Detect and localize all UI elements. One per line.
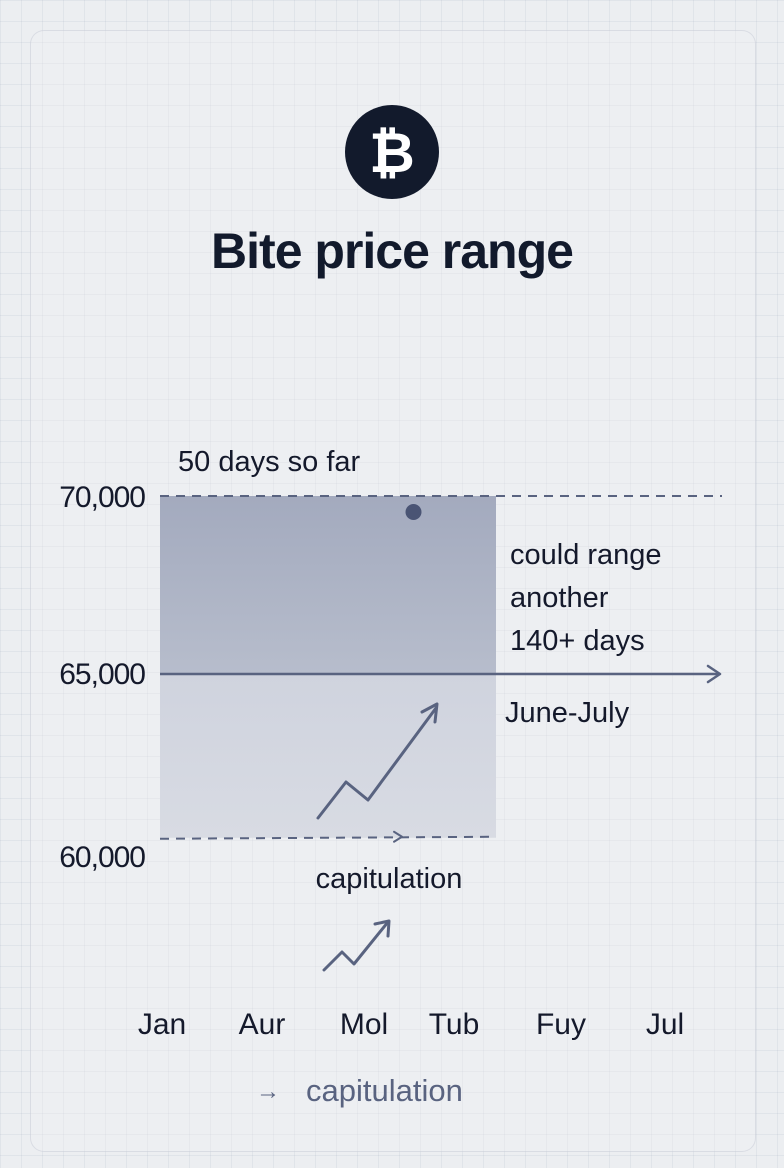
x-tick-label: Mol bbox=[340, 1008, 388, 1041]
x-tick-label: Jul bbox=[646, 1008, 684, 1041]
x-tick-label: Jan bbox=[138, 1008, 186, 1041]
trend-up-arrowhead bbox=[420, 702, 439, 724]
timing-label: June-July bbox=[505, 697, 630, 729]
range-bottom-arrowhead bbox=[393, 830, 403, 843]
projection-line-3: 140+ days bbox=[510, 625, 645, 657]
trend-up-arrow-icon bbox=[316, 706, 438, 820]
projection-line-1: could range bbox=[510, 539, 662, 571]
footer-arrow-icon: → bbox=[256, 1078, 280, 1105]
midline-arrowhead bbox=[706, 664, 722, 684]
y-tick-label-60000: 60,000 bbox=[59, 841, 145, 874]
y-tick-label-65000: 65,000 bbox=[59, 658, 145, 691]
x-tick-label: Aur bbox=[239, 1008, 286, 1041]
small-trend-arrowhead bbox=[373, 919, 391, 938]
y-tick-label-70000: 70,000 bbox=[59, 481, 145, 514]
range-bottom-line bbox=[159, 835, 497, 840]
bitcoin-glyph: ₿ bbox=[369, 120, 415, 184]
range-band-lower bbox=[160, 674, 496, 838]
bitcoin-icon: ₿ bbox=[345, 105, 439, 199]
footer-legend-label: capitulation bbox=[306, 1073, 463, 1108]
range-band-upper bbox=[160, 496, 496, 674]
page-title: Bite price range bbox=[211, 223, 574, 279]
days-so-far-label: 50 days so far bbox=[178, 446, 360, 478]
current-price-point bbox=[405, 504, 422, 521]
small-trend-arrow-icon bbox=[322, 920, 390, 972]
projection-line-2: another bbox=[510, 582, 609, 614]
capitulation-label: capitulation bbox=[316, 863, 463, 895]
x-tick-label: Fuy bbox=[536, 1008, 586, 1041]
x-tick-label: Tub bbox=[429, 1008, 480, 1041]
